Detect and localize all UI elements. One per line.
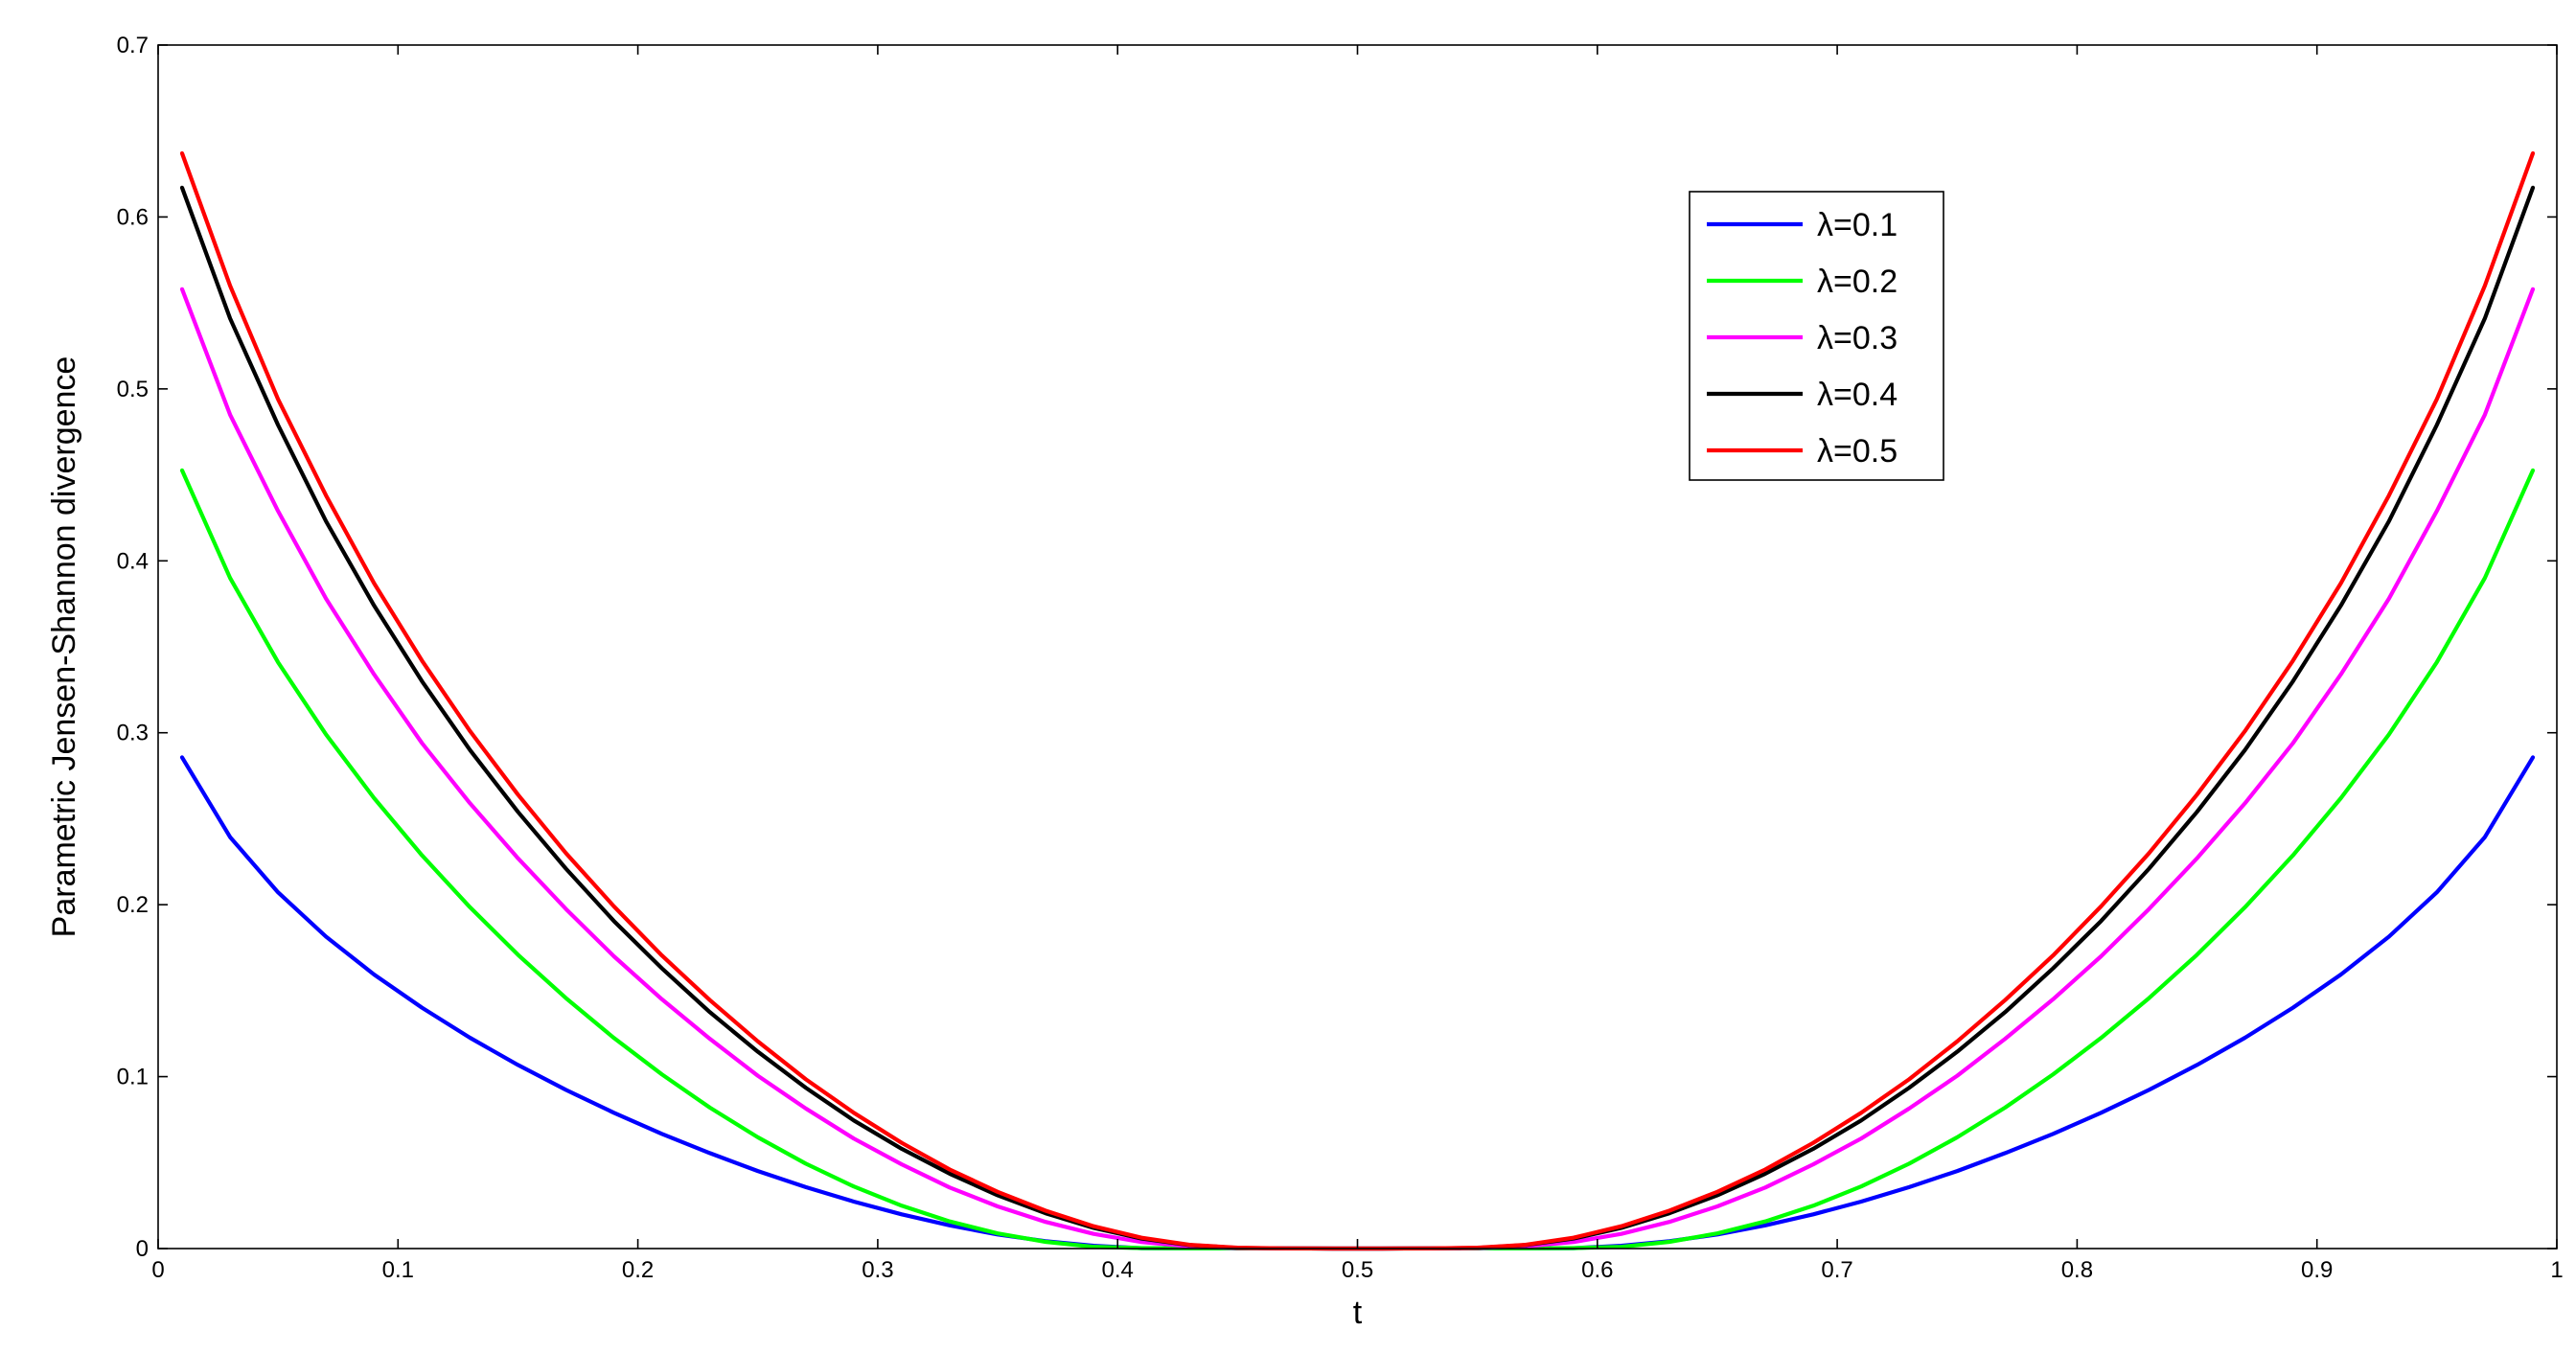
y-tick-label: 0.6 bbox=[117, 204, 149, 230]
y-tick-label: 0.4 bbox=[117, 548, 149, 574]
x-tick-label: 0.7 bbox=[1821, 1257, 1852, 1283]
legend: λ=0.1 λ=0.2 λ=0.3 λ=0.4 λ=0.5 bbox=[1689, 191, 1944, 481]
x-tick-label: 0.6 bbox=[1581, 1257, 1613, 1283]
legend-label-2: λ=0.2 bbox=[1817, 264, 1898, 300]
x-tick-label: 0.9 bbox=[2301, 1257, 2333, 1283]
x-tick-label: 1 bbox=[2550, 1257, 2563, 1283]
x-tick-label: 0.2 bbox=[622, 1257, 654, 1283]
y-tick-label: 0.5 bbox=[117, 377, 149, 402]
y-axis-label: Parametric Jensen-Shannon divergence bbox=[46, 356, 82, 938]
x-tick-label: 0.5 bbox=[1342, 1257, 1373, 1283]
y-tick-label: 0 bbox=[136, 1236, 149, 1262]
x-tick-label: 0.1 bbox=[382, 1257, 414, 1283]
legend-label-4: λ=0.4 bbox=[1817, 377, 1898, 413]
x-tick-label: 0.4 bbox=[1102, 1257, 1134, 1283]
x-axis-label: t bbox=[1353, 1295, 1363, 1331]
legend-label-3: λ=0.3 bbox=[1817, 320, 1898, 356]
plot-area bbox=[158, 45, 2557, 1249]
y-tick-label: 0.7 bbox=[117, 33, 149, 58]
legend-label-5: λ=0.5 bbox=[1817, 433, 1898, 470]
legend-label-1: λ=0.1 bbox=[1817, 207, 1898, 243]
x-tick-label: 0.3 bbox=[862, 1257, 893, 1283]
x-tick-label: 0 bbox=[151, 1257, 164, 1283]
axes-layer: 0 0.1 0.2 0.3 0.4 0.5 0.6 0.7 0.8 0.9 1 0 0.1 0.2 0.3 0… bbox=[117, 33, 2564, 1283]
y-tick-label: 0.1 bbox=[117, 1065, 149, 1090]
x-tick-label: 0.8 bbox=[2061, 1257, 2093, 1283]
y-tick-label: 0.2 bbox=[117, 892, 149, 918]
y-tick-label: 0.3 bbox=[117, 721, 149, 746]
